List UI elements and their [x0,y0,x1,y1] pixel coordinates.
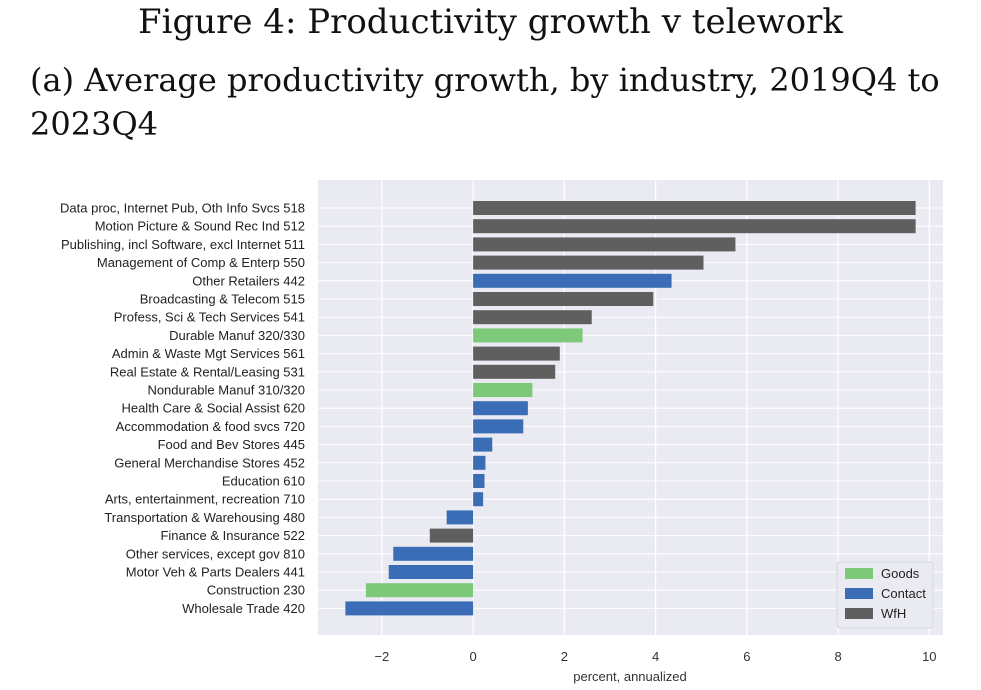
x-axis-label: percent, annualized [573,669,686,684]
category-label: Finance & Insurance 522 [160,528,305,543]
category-label: Arts, entertainment, recreation 710 [105,492,305,507]
bar [473,201,916,215]
subcaption: (a) Average productivity growth, by indu… [30,61,940,143]
bar [473,383,533,397]
x-tick-label: 0 [469,649,476,664]
legend: Goods Contact WfH [836,561,934,629]
bar [473,364,556,379]
category-label: Wholesale Trade 420 [182,601,305,616]
legend-swatch [845,568,873,579]
bar [473,237,736,252]
x-tick-label: 10 [922,649,936,664]
figure-title: Figure 4: Productivity growth v telework [138,2,843,42]
legend-label: Contact [881,586,926,601]
bar [473,219,916,234]
bar [446,510,474,525]
bar [473,474,485,488]
legend-label: WfH [881,606,906,621]
category-label: Nondurable Manuf 310/320 [147,383,305,398]
bar [473,273,672,288]
bar [365,583,474,598]
legend-swatch [845,608,873,619]
bar [473,310,592,325]
category-label: Food and Bev Stores 445 [158,437,305,452]
bar [393,546,474,561]
legend-label: Goods [881,566,920,581]
bar [473,255,704,270]
category-label: Construction 230 [207,583,305,598]
category-label: Education 610 [222,474,305,489]
bar [473,492,484,507]
category-label: General Merchandise Stores 452 [114,455,305,470]
x-tick-label: 4 [652,649,659,664]
bar [388,565,474,579]
bars [345,201,916,616]
category-label: Data proc, Internet Pub, Oth Info Svcs 5… [60,201,305,216]
category-label: Publishing, incl Software, excl Internet… [61,237,305,252]
category-label: Management of Comp & Enterp 550 [97,255,305,270]
category-label: Other services, except gov 810 [126,546,305,561]
x-tick-label: 2 [561,649,568,664]
category-labels: Data proc, Internet Pub, Oth Info Svcs 5… [60,201,305,616]
bar [473,437,493,452]
legend-swatch [845,588,873,599]
category-label: Health Care & Social Assist 620 [121,401,305,416]
category-label: Broadcasting & Telecom 515 [140,292,305,307]
bar [473,401,528,416]
bar [473,292,654,306]
category-label: Motion Picture & Sound Rec Ind 512 [95,219,305,234]
x-tick-labels: −2 0 2 4 6 8 10 [374,649,936,664]
bar [473,328,583,343]
category-label: Real Estate & Rental/Leasing 531 [110,364,305,379]
bar [473,419,524,434]
category-label: Other Retailers 442 [192,273,305,288]
category-label: Transportation & Warehousing 480 [104,510,305,525]
x-tick-label: −2 [374,649,389,664]
bar [473,455,486,470]
bar [429,528,474,543]
x-tick-label: 8 [834,649,841,664]
category-label: Accommodation & food svcs 720 [116,419,305,434]
x-tick-label: 6 [743,649,750,664]
category-label: Admin & Waste Mgt Services 561 [112,346,305,361]
bar [345,601,474,616]
category-label: Motor Veh & Parts Dealers 441 [126,565,305,580]
category-label: Durable Manuf 320/330 [169,328,305,343]
bar [473,346,560,361]
category-label: Profess, Sci & Tech Services 541 [114,310,305,325]
